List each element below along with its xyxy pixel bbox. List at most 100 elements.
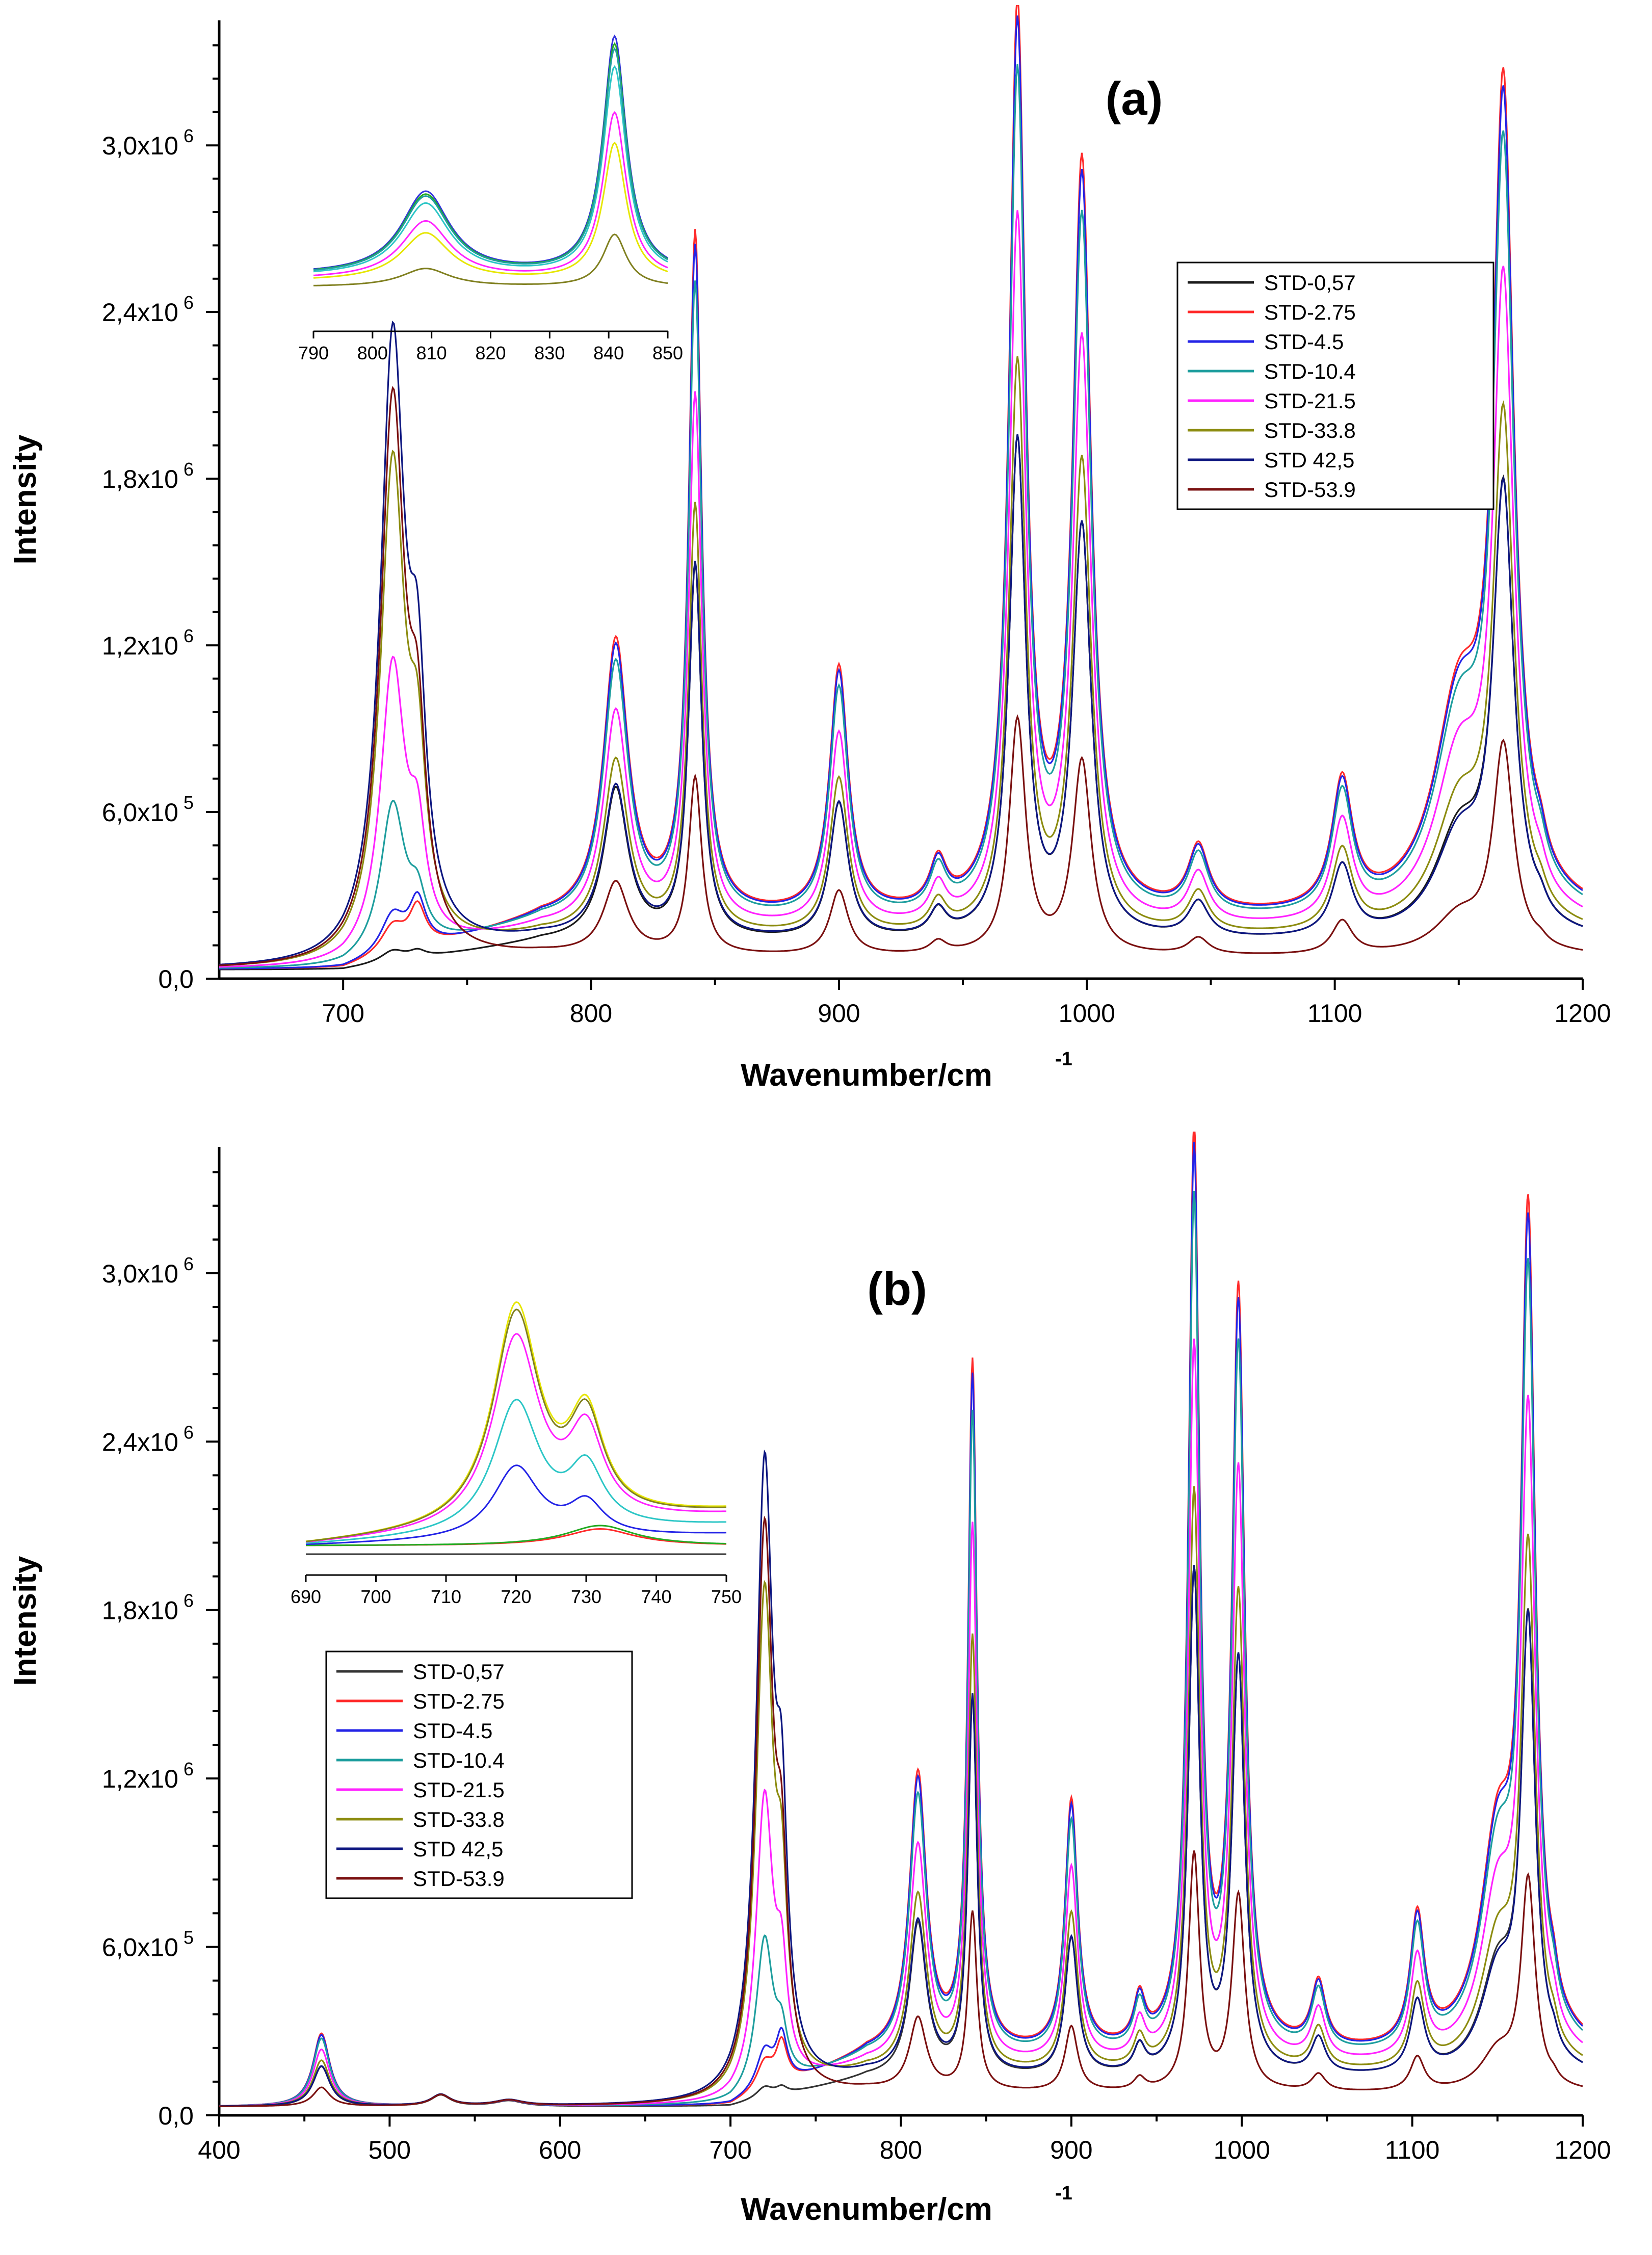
y-tick-label-base: 6,0x10 [102, 1933, 178, 1962]
x-tick-label: 1100 [1307, 999, 1362, 1028]
series-line-2 [219, 15, 1583, 969]
y-tick-label-base: 3,0x10 [102, 1260, 178, 1288]
x-axis-title: Wavenumber/cm [741, 2192, 992, 2227]
y-tick-label-exponent: 6 [183, 125, 194, 146]
y-tick-label-base: 0,0 [158, 965, 194, 993]
series-line-3 [219, 1191, 1583, 2107]
legend-box [1176, 261, 1494, 510]
x-tick-label: 400 [198, 2136, 240, 2164]
inset-x-tick-label: 820 [475, 343, 506, 363]
y-tick-label-exponent: 6 [183, 1590, 194, 1611]
inset-x-tick-label: 740 [641, 1586, 671, 1607]
x-tick-label: 900 [1050, 2136, 1092, 2164]
panel-label: (b) [867, 1263, 927, 1315]
series-line-6 [219, 320, 1583, 965]
inset-series-line-6 [305, 1301, 726, 1542]
x-tick-label: 900 [818, 999, 860, 1028]
x-tick-label: 700 [322, 999, 364, 1028]
y-tick-label-exponent: 6 [183, 1759, 194, 1779]
series-line-3 [219, 64, 1583, 969]
y-tick-label: 0,0 [158, 965, 194, 993]
y-tick-label-base: 1,8x10 [102, 1596, 178, 1625]
panel-label: (a) [1106, 73, 1163, 125]
legend-label-5: STD-33.8 [413, 1807, 505, 1831]
y-axis-title: Intensity [8, 1556, 43, 1686]
x-axis-title: Wavenumber/cm [741, 1058, 992, 1093]
y-tick-label-base: 1,2x10 [102, 632, 178, 660]
y-tick-label-base: 6,0x10 [102, 798, 178, 827]
inset: 690 700 710 720 730 740 750 [291, 1301, 742, 1607]
series-lines [219, 5, 1583, 971]
inset-x-tick-label: 830 [534, 343, 565, 363]
x-axis-title-superscript: -1 [1055, 1048, 1072, 1070]
y-tick-label-exponent: 6 [183, 1253, 194, 1274]
y-tick-label-exponent: 6 [183, 292, 194, 313]
x-tick-label: 800 [880, 2136, 922, 2164]
y-tick-label-base: 3,0x10 [102, 132, 178, 160]
panel-b: 400 500 600 700 800 900 1000 1100 1200 0,0 6,0x10 5… [8, 1132, 1611, 2227]
inset-x-tick-label: 720 [501, 1586, 531, 1607]
x-tick-label: 600 [539, 2136, 581, 2164]
y-tick-label: 1,8x10 6 [102, 1590, 194, 1625]
legend-label-2: STD-4.5 [1264, 330, 1344, 354]
inset-series-line-4 [305, 1399, 726, 1544]
y-axis-title: Intensity [8, 434, 43, 564]
legend-box [325, 1650, 633, 1899]
x-tick-label: 1200 [1554, 2136, 1611, 2164]
inset-series-line-3 [313, 111, 668, 276]
legend-label-7: STD-53.9 [1264, 478, 1356, 502]
x-axis-title-superscript: -1 [1055, 2183, 1072, 2204]
inset-x-tick-label: 690 [291, 1586, 321, 1607]
legend-label-4: STD-21.5 [1264, 389, 1356, 413]
x-tick-label: 1000 [1059, 999, 1115, 1028]
x-tick-label: 1200 [1554, 999, 1611, 1028]
x-tick-label: 700 [709, 2136, 751, 2164]
legend-label-7: STD-53.9 [413, 1867, 505, 1891]
inset-x-tick-label: 790 [298, 343, 329, 363]
y-tick-label-base: 1,2x10 [102, 1765, 178, 1793]
inset-series-line-5 [305, 1333, 726, 1543]
legend-label-0: STD-0,57 [1264, 271, 1356, 295]
inset-x-tick-label: 810 [416, 343, 447, 363]
inset-x-tick-label: 730 [571, 1586, 601, 1607]
y-tick-label: 3,0x10 6 [102, 1253, 194, 1288]
y-tick-label: 1,2x10 6 [102, 1759, 194, 1793]
legend-label-6: STD 42,5 [1264, 448, 1354, 472]
y-tick-label-base: 2,4x10 [102, 298, 178, 327]
inset-series-line-4 [313, 142, 668, 279]
x-tick-label: 800 [570, 999, 612, 1028]
y-tick-label-exponent: 6 [183, 625, 194, 646]
y-tick-label: 6,0x10 5 [102, 792, 194, 827]
inset-series-line-1 [313, 42, 668, 271]
y-tick-label-base: 1,8x10 [102, 465, 178, 493]
legend-label-3: STD-10.4 [413, 1748, 505, 1772]
legend-label-2: STD-4.5 [413, 1719, 492, 1743]
legend-label-0: STD-0,57 [413, 1660, 505, 1684]
y-tick-label-exponent: 6 [183, 1422, 194, 1443]
inset-series-line-2 [306, 1525, 727, 1546]
legend: STD-0,57 STD-2.75 STD-4.5 STD-10.4 STD-21.5 S… [1176, 261, 1494, 510]
inset-x-tick-label: 800 [357, 343, 388, 363]
y-tick-label-base: 2,4x10 [102, 1428, 178, 1456]
inset-series-line-7 [305, 1308, 726, 1542]
series-line-7 [219, 386, 1583, 966]
y-tick-label: 6,0x10 5 [102, 1927, 194, 1962]
legend-label-3: STD-10.4 [1264, 359, 1356, 383]
inset-x-tick-label: 750 [711, 1586, 742, 1607]
x-tick-label: 500 [369, 2136, 411, 2164]
legend-label-5: STD-33.8 [1264, 418, 1356, 442]
series-line-5 [219, 356, 1583, 966]
legend-label-4: STD-21.5 [413, 1778, 505, 1802]
y-tick-label-exponent: 6 [183, 459, 194, 480]
x-tick-label: 1000 [1214, 2136, 1270, 2164]
y-tick-label: 1,8x10 6 [102, 459, 194, 493]
series-lines [219, 1132, 1583, 2107]
y-tick-label-exponent: 5 [183, 792, 194, 813]
inset: 790 800 810 820 830 840 850 [298, 34, 683, 363]
x-tick-label: 1100 [1385, 2136, 1440, 2164]
y-tick-label: 2,4x10 6 [102, 292, 194, 327]
y-tick-label: 1,2x10 6 [102, 625, 194, 660]
inset-x-tick-label: 840 [593, 343, 624, 363]
inset-series-line-2 [313, 65, 668, 273]
